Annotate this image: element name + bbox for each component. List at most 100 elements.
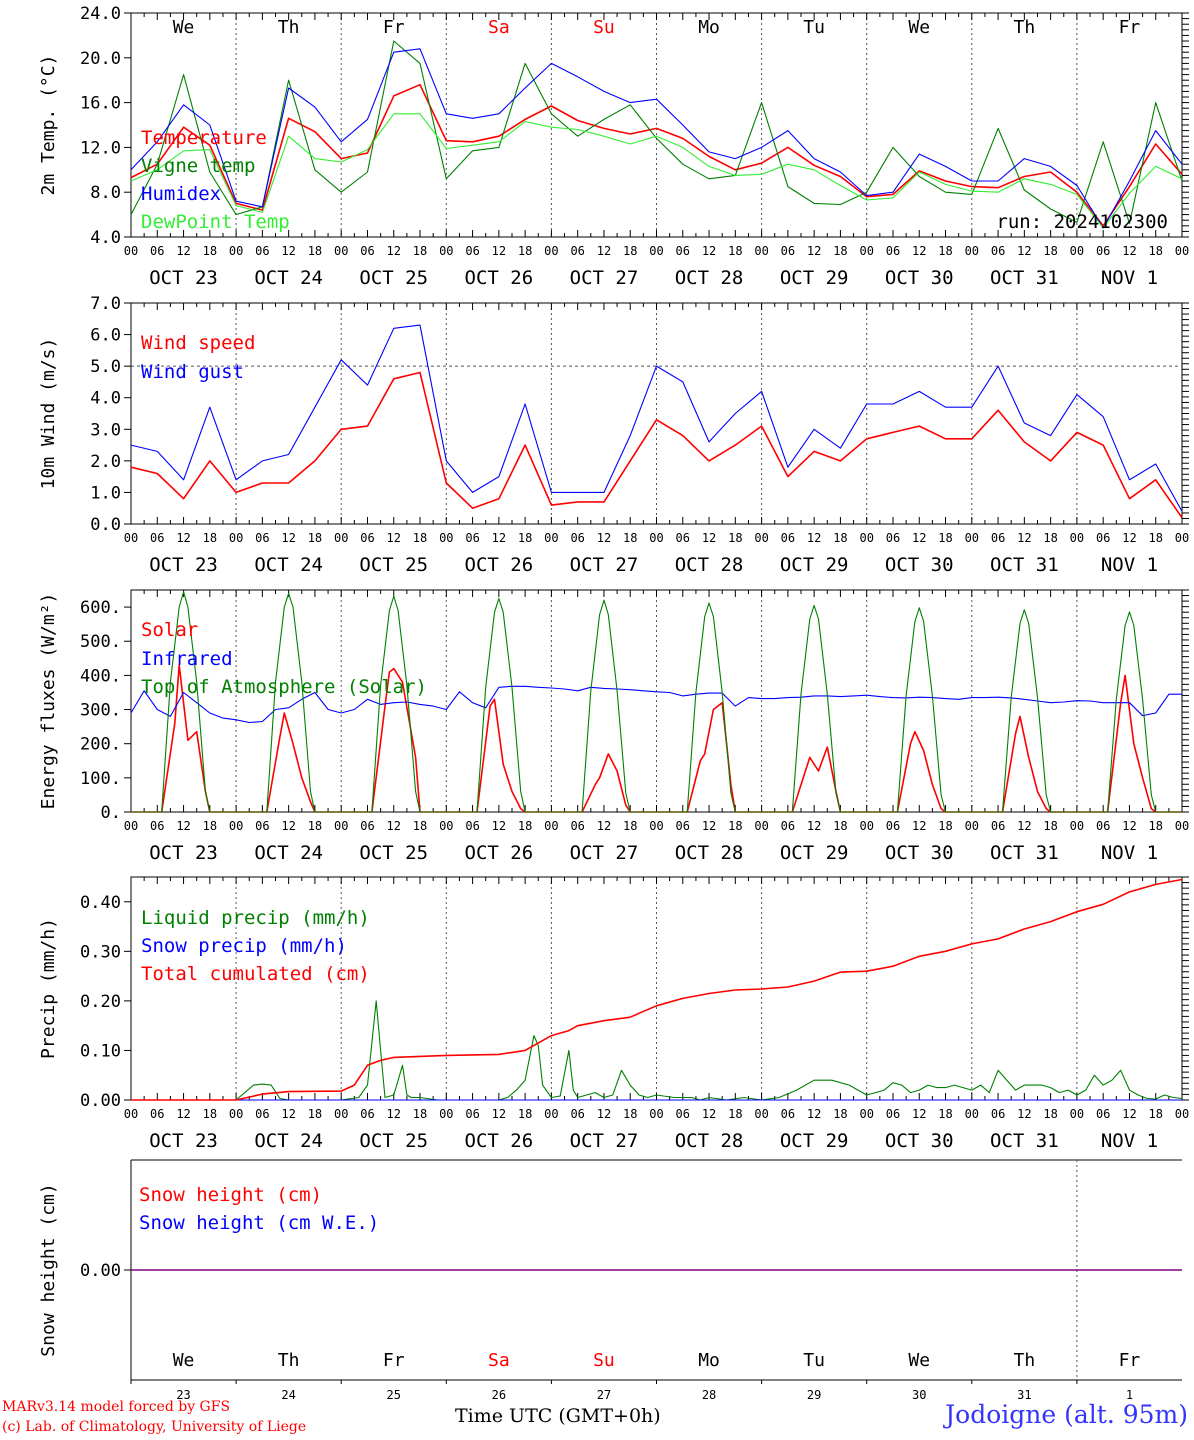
- hour-tick-label: 00: [124, 819, 138, 833]
- hour-tick-label: 00: [544, 1107, 558, 1121]
- y-tick-label: 0.00: [80, 1261, 121, 1281]
- hour-tick-label: 06: [150, 531, 164, 545]
- hour-tick-label: 06: [150, 1107, 164, 1121]
- hour-tick-label: 00: [439, 531, 453, 545]
- hour-tick-label: 18: [308, 244, 322, 258]
- hour-tick-label: 18: [1148, 1107, 1162, 1121]
- hour-tick-label: 18: [518, 531, 532, 545]
- hour-tick-label: 12: [1122, 244, 1136, 258]
- y-axis-label: 2m Temp. (°C): [38, 55, 59, 196]
- hour-tick-label: 18: [518, 819, 532, 833]
- day-label: OCT 25: [359, 1130, 428, 1152]
- hour-tick-label: 12: [387, 819, 401, 833]
- y-tick-label: 0.30: [80, 942, 121, 962]
- hour-tick-label: 00: [1175, 1107, 1189, 1121]
- day-label: OCT 27: [570, 554, 639, 576]
- day-number-label: 28: [702, 1388, 716, 1402]
- hour-tick-label: 12: [702, 531, 716, 545]
- day-label: OCT 23: [149, 267, 218, 289]
- weekday-label: We: [173, 1350, 195, 1371]
- x-axis-title: Time UTC (GMT+0h): [455, 1405, 661, 1427]
- y-tick-label: 12.0: [80, 138, 121, 158]
- hour-tick-label: 18: [623, 244, 637, 258]
- hour-tick-label: 18: [938, 819, 952, 833]
- day-label: NOV 1: [1101, 1130, 1158, 1152]
- hour-tick-label: 06: [255, 531, 269, 545]
- hour-tick-label: 00: [965, 531, 979, 545]
- weekday-label: Th: [278, 17, 300, 38]
- weekday-label: We: [908, 17, 930, 38]
- hour-tick-label: 00: [334, 1107, 348, 1121]
- hour-tick-label: 12: [387, 244, 401, 258]
- day-label: OCT 24: [254, 842, 323, 864]
- day-label: OCT 28: [675, 1130, 744, 1152]
- day-label: OCT 26: [465, 842, 534, 864]
- day-label: OCT 23: [149, 842, 218, 864]
- hour-tick-label: 18: [1043, 819, 1057, 833]
- day-label: OCT 24: [254, 1130, 323, 1152]
- y-tick-label: 5.0: [90, 357, 121, 377]
- y-tick-label: 0.10: [80, 1041, 121, 1061]
- legend-entry: DewPoint Temp: [141, 211, 290, 233]
- hour-tick-label: 18: [308, 819, 322, 833]
- hour-tick-label: 00: [439, 1107, 453, 1121]
- hour-tick-label: 12: [387, 531, 401, 545]
- day-label: OCT 30: [885, 267, 954, 289]
- hour-tick-label: 06: [255, 819, 269, 833]
- day-label: OCT 28: [675, 842, 744, 864]
- hour-tick-label: 12: [807, 244, 821, 258]
- legend-entry: Liquid precip (mm/h): [141, 907, 370, 929]
- hour-tick-label: 06: [255, 244, 269, 258]
- hour-tick-label: 00: [544, 531, 558, 545]
- hour-tick-label: 18: [413, 1107, 427, 1121]
- day-label: OCT 26: [465, 267, 534, 289]
- hour-tick-label: 00: [649, 244, 663, 258]
- weekday-label: Sa: [488, 1350, 510, 1371]
- hour-tick-label: 12: [1017, 531, 1031, 545]
- day-number-label: 26: [492, 1388, 506, 1402]
- y-tick-label: 20.0: [80, 49, 121, 69]
- hour-tick-label: 06: [781, 1107, 795, 1121]
- hour-tick-label: 12: [807, 1107, 821, 1121]
- y-tick-label: 3.0: [90, 420, 121, 440]
- legend-entry: Wind speed: [141, 332, 255, 354]
- day-label: NOV 1: [1101, 842, 1158, 864]
- y-tick-label: 400.: [80, 666, 121, 686]
- hour-tick-label: 00: [334, 819, 348, 833]
- hour-tick-label: 00: [649, 531, 663, 545]
- legend-entry: Snow height (cm): [139, 1184, 322, 1206]
- y-tick-label: 0.0: [90, 515, 121, 535]
- day-number-label: 31: [1017, 1388, 1031, 1402]
- legend-entry: Temperature: [141, 127, 267, 149]
- hour-tick-label: 00: [334, 244, 348, 258]
- hour-tick-label: 06: [465, 244, 479, 258]
- day-label: OCT 24: [254, 554, 323, 576]
- y-axis-label: Snow height (cm): [38, 1183, 59, 1356]
- day-number-label: 25: [387, 1388, 401, 1402]
- series-line-liquid-precip-mm-h-: [131, 1000, 1183, 1101]
- weekday-label: Fr: [383, 17, 405, 38]
- hour-tick-label: 18: [518, 1107, 532, 1121]
- hour-tick-label: 12: [492, 244, 506, 258]
- hour-tick-label: 12: [1122, 531, 1136, 545]
- y-axis-label: 10m Wind (m/s): [38, 338, 59, 490]
- hour-tick-label: 00: [229, 819, 243, 833]
- hour-tick-label: 12: [281, 531, 295, 545]
- hour-tick-label: 00: [229, 244, 243, 258]
- series-line-infrared: [130, 685, 1182, 724]
- weekday-label: Tu: [803, 17, 825, 38]
- hour-tick-label: 12: [597, 819, 611, 833]
- weekday-label: Th: [1014, 17, 1036, 38]
- hour-tick-label: 00: [1070, 819, 1084, 833]
- hour-tick-label: 18: [1043, 531, 1057, 545]
- hour-tick-label: 00: [1175, 244, 1189, 258]
- hour-tick-label: 18: [623, 531, 637, 545]
- hour-tick-label: 12: [912, 1107, 926, 1121]
- hour-tick-label: 06: [1096, 244, 1110, 258]
- hour-tick-label: 00: [859, 1107, 873, 1121]
- y-tick-label: 4.0: [90, 389, 121, 409]
- y-tick-label: 6.0: [90, 326, 121, 346]
- y-tick-label: 1.0: [90, 483, 121, 503]
- hour-tick-label: 18: [833, 244, 847, 258]
- y-axis-label: Energy fluxes (W/m²): [38, 593, 59, 810]
